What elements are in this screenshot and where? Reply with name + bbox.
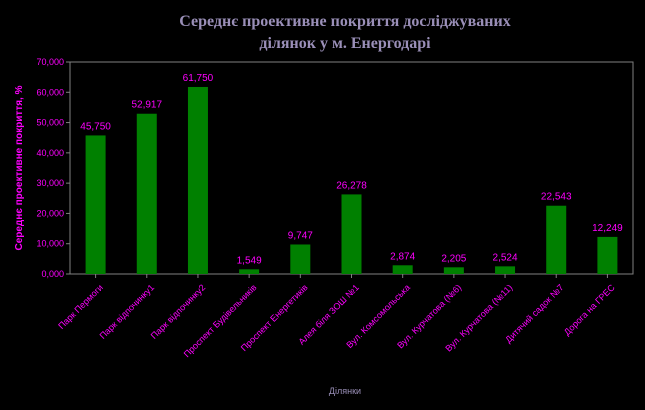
y-tick-label: 40,000	[36, 148, 64, 158]
category-label: Парк відпочинку2	[149, 282, 208, 341]
data-label: 61,750	[183, 73, 214, 84]
data-label: 2,205	[441, 253, 466, 264]
data-label: 45,750	[80, 121, 111, 132]
y-tick-label: 50,000	[36, 118, 64, 128]
bar	[443, 267, 464, 274]
bar	[290, 244, 311, 274]
bar	[495, 266, 516, 274]
bar	[341, 194, 362, 274]
y-axis-label: Середнє проективне покриття, %	[14, 85, 25, 250]
chart-title-line2: ділянок у м. Енергодарі	[259, 35, 431, 52]
bar	[85, 135, 106, 274]
data-label: 2,874	[390, 251, 415, 262]
y-tick-label: 0,000	[41, 269, 64, 279]
bar	[187, 86, 208, 274]
bar	[546, 205, 567, 274]
plot-area: 0,000 10,000 20,000 30,000 40,000 50,000 60,00…	[36, 57, 634, 359]
data-label: 12,249	[592, 223, 623, 234]
data-label: 2,524	[493, 252, 518, 263]
x-axis-label: Ділянки	[329, 386, 361, 396]
y-tick-label: 60,000	[36, 87, 64, 97]
y-tick-label: 10,000	[36, 239, 64, 249]
data-label: 26,278	[336, 180, 367, 191]
bar	[392, 265, 413, 274]
bar	[136, 113, 157, 274]
data-label: 52,917	[131, 100, 162, 111]
data-label: 1,549	[237, 255, 262, 266]
y-tick-label: 70,000	[36, 57, 64, 67]
category-label: Парк відпочинку1	[98, 282, 157, 341]
y-tick-label: 30,000	[36, 178, 64, 188]
category-label: Дитячий садок №7	[503, 282, 565, 344]
category-label: Дорога на ГРЕС	[562, 282, 617, 337]
data-label: 9,747	[288, 230, 313, 241]
chart-title-line1: Середнє проективне покриття досліджувани…	[179, 13, 510, 30]
bar	[597, 236, 618, 274]
bar	[239, 269, 260, 274]
category-label: Парк Пермоги	[56, 282, 105, 331]
y-tick-label: 20,000	[36, 208, 64, 218]
data-label: 22,543	[541, 192, 572, 203]
